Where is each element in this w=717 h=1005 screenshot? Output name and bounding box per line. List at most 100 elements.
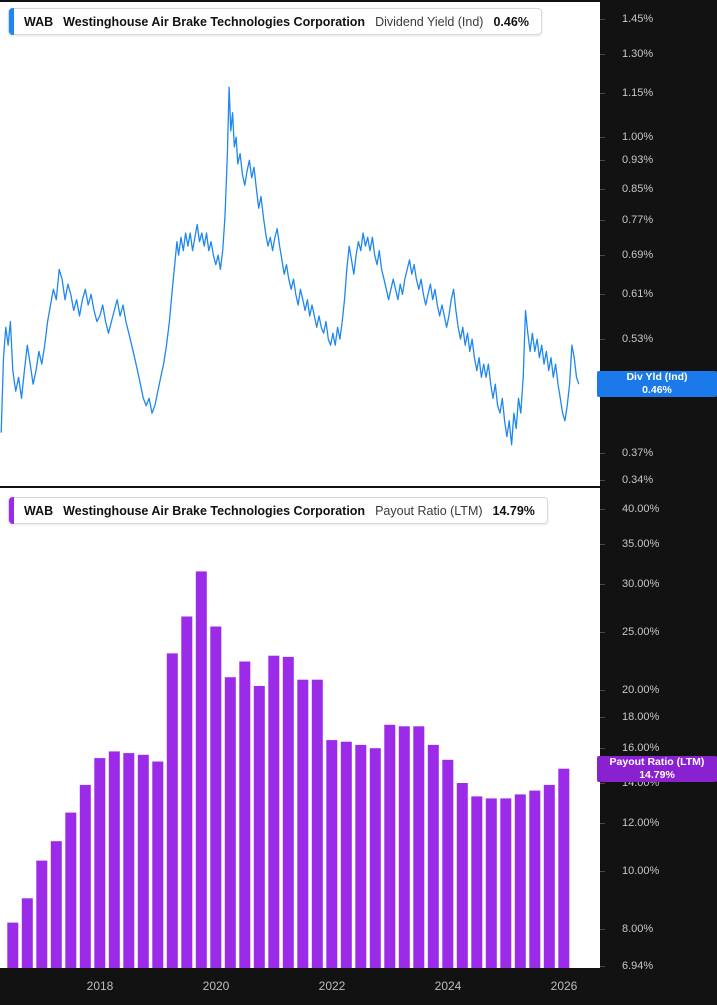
ticker-symbol: WAB	[24, 503, 54, 518]
metric-value: 0.46%	[493, 14, 529, 29]
payout-ratio-bar	[79, 784, 91, 968]
dividend-yield-line-chart[interactable]	[0, 2, 600, 486]
y-axis-tick-label: 1.00%	[622, 131, 654, 143]
payout-ratio-bar	[123, 753, 135, 968]
y-axis-tick	[600, 339, 605, 340]
x-axis: 2018 2020 2022 2024 2026	[0, 968, 600, 1005]
payout-ratio-panel	[0, 488, 600, 968]
y-axis-tick-label: 40.00%	[622, 503, 660, 515]
payout-ratio-bar	[471, 796, 483, 968]
y-axis: 1.45% 1.30% 1.15% 1.00% 0.93% 0.85% 0.77% 0.69%…	[600, 0, 717, 1005]
y-axis-tick	[600, 19, 605, 20]
payout-ratio-bar	[36, 860, 48, 968]
payout-ratio-bar	[311, 679, 323, 968]
y-axis-tick-label: 0.34%	[622, 474, 654, 486]
payout-ratio-bar	[456, 783, 468, 968]
y-axis-tick	[600, 717, 605, 718]
metric-value: 14.79%	[492, 503, 535, 518]
metric-name: Payout Ratio (LTM)	[375, 503, 483, 518]
payout-ratio-legend-chip: WAB Westinghouse Air Brake Technologies …	[8, 497, 548, 524]
payout-ratio-bar	[181, 616, 193, 968]
y-axis-tick-label: 12.00%	[622, 817, 660, 829]
badge-label: Payout Ratio (LTM)	[609, 756, 705, 768]
payout-ratio-bar	[413, 726, 425, 968]
dividend-yield-legend-chip: WAB Westinghouse Air Brake Technologies …	[8, 8, 542, 35]
y-axis-tick-label: 35.00%	[622, 538, 660, 550]
badge-label: Div Yld (Ind)	[626, 371, 688, 383]
payout-ratio-bar	[195, 571, 207, 968]
payout-ratio-bar	[268, 655, 280, 968]
y-axis-tick	[600, 584, 605, 585]
y-axis-tick-label: 25.00%	[622, 626, 660, 638]
payout-ratio-bar	[108, 751, 120, 968]
payout-ratio-bar	[514, 794, 526, 968]
payout-ratio-bar	[224, 677, 236, 968]
payout-ratio-bar	[210, 626, 222, 968]
y-axis-tick	[600, 544, 605, 545]
y-axis-tick	[600, 137, 605, 138]
y-axis-tick	[600, 748, 605, 749]
metric-name: Dividend Yield (Ind)	[375, 14, 484, 29]
payout-ratio-bar	[65, 812, 77, 968]
y-axis-tick	[600, 93, 605, 94]
dividend-yield-series-line	[0, 86, 580, 446]
ticker-symbol: WAB	[24, 14, 54, 29]
payout-ratio-bar	[253, 686, 265, 968]
badge-value: 0.46%	[642, 384, 672, 396]
payout-ratio-bar	[398, 726, 410, 968]
x-axis-year-label: 2020	[202, 979, 230, 993]
y-axis-tick	[600, 189, 605, 190]
y-axis-tick-label: 18.00%	[622, 711, 660, 723]
y-axis-tick-label: 0.61%	[622, 288, 654, 300]
y-axis-tick	[600, 220, 605, 221]
y-axis-tick-label: 30.00%	[622, 578, 660, 590]
y-axis-tick-label: 0.53%	[622, 333, 654, 345]
y-axis-tick	[600, 929, 605, 930]
y-axis-tick	[600, 509, 605, 510]
payout-ratio-bar	[442, 759, 454, 968]
dividend-yield-panel	[0, 2, 600, 486]
series-color-accent-purple	[9, 497, 14, 524]
y-axis-tick-label: 0.85%	[622, 183, 654, 195]
y-axis-tick-label: 6.94%	[622, 960, 654, 972]
y-axis-tick-label: 20.00%	[622, 684, 660, 696]
y-axis-tick	[600, 294, 605, 295]
y-axis-tick	[600, 453, 605, 454]
y-axis-tick-label: 0.69%	[622, 249, 654, 261]
x-axis-year-label: 2026	[550, 979, 578, 993]
payout-ratio-bar	[355, 744, 367, 968]
payout-ratio-bar	[340, 741, 352, 968]
payout-ratio-bar	[384, 724, 396, 968]
y-axis-tick	[600, 632, 605, 633]
y-axis-tick	[600, 160, 605, 161]
y-axis-tick-label: 8.00%	[622, 923, 654, 935]
payout-ratio-bar-chart[interactable]	[0, 488, 600, 968]
y-axis-tick	[600, 823, 605, 824]
y-axis-tick	[600, 966, 605, 967]
y-axis-tick-label: 10.00%	[622, 865, 660, 877]
payout-ratio-bar	[500, 798, 512, 968]
y-axis-tick-label: 1.30%	[622, 48, 654, 60]
payout-ratio-bar	[50, 841, 62, 968]
payout-ratio-bar	[7, 922, 19, 968]
badge-value: 14.79%	[639, 769, 675, 781]
y-axis-tick-label: 16.00%	[622, 742, 660, 754]
y-axis-tick-label: 1.15%	[622, 87, 654, 99]
y-axis-tick-label: 0.37%	[622, 447, 654, 459]
company-name: Westinghouse Air Brake Technologies Corp…	[63, 14, 366, 29]
y-axis-tick	[600, 480, 605, 481]
y-axis-tick-label: 0.77%	[622, 214, 654, 226]
y-axis-tick-label: 0.93%	[622, 154, 654, 166]
payout-ratio-bar	[166, 653, 178, 968]
payout-ratio-bar	[485, 798, 497, 968]
payout-ratio-bar	[558, 768, 570, 968]
payout-ratio-bar	[427, 744, 439, 968]
x-axis-year-label: 2022	[318, 979, 346, 993]
payout-ratio-bar	[529, 790, 541, 968]
payout-ratio-bar	[326, 740, 338, 968]
payout-ratio-bar	[21, 898, 33, 968]
y-axis-tick-label: 1.45%	[622, 13, 654, 25]
y-axis-tick	[600, 690, 605, 691]
payout-ratio-bar	[282, 656, 294, 968]
